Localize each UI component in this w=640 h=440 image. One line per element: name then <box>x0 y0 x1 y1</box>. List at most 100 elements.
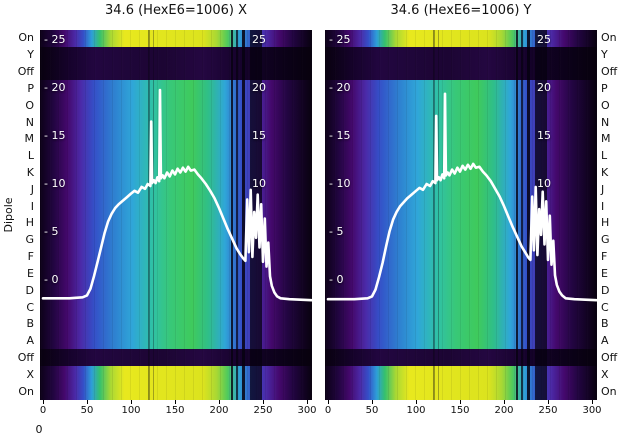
y-tick-label-left: - 10 <box>329 177 351 190</box>
x-tick-label: 250 <box>253 405 273 416</box>
y-tick-label-left: - 15 <box>44 129 66 142</box>
row-label-right-off: Off <box>601 350 618 364</box>
y-tick-layer: - 25 - 20 - 15 - 10 - 5 - 0 25 20 15 10 <box>40 30 312 400</box>
row-label-right-n: N <box>601 115 610 129</box>
x-tick-label: 200 <box>209 405 229 416</box>
y-tick-label-right: 20 <box>252 81 266 94</box>
row-label-left-a: A <box>26 334 34 348</box>
x-tick-mark <box>415 400 417 404</box>
x-tick-label: 100 <box>121 405 141 416</box>
heatmap-panel-x: - 25 - 20 - 15 - 10 - 5 - 0 25 20 15 10 <box>40 30 312 400</box>
x-tick-mark <box>459 400 461 404</box>
x-tick-label: 0 <box>324 405 332 416</box>
row-label-right-a: A <box>601 334 609 348</box>
y-tick-label-left: - 0 <box>44 273 59 286</box>
row-label-right-d: D <box>601 283 610 297</box>
y-tick-label-right: 25 <box>252 33 266 46</box>
y-tick-label-right: 10 <box>252 177 266 190</box>
row-label-right-h: H <box>601 216 610 230</box>
x-tick-label: 0 <box>39 405 47 416</box>
row-label-left-n: N <box>25 115 34 129</box>
row-label-left-h: H <box>25 216 34 230</box>
vertical-stripes <box>40 30 312 400</box>
row-label-right-f: F <box>601 250 608 264</box>
x-axis-panel-x: 0 50 100 150 200 250 300 <box>40 400 317 422</box>
row-label-left-b: B <box>26 317 34 331</box>
panel-y-title: 34.6 (HexE6=1006) Y <box>390 3 532 18</box>
overlay-curve-y <box>326 92 597 302</box>
row-label-left-off: Off <box>17 350 34 364</box>
x-tick-mark <box>503 400 505 404</box>
x-tick-mark <box>371 400 373 404</box>
row-label-right-o: O <box>601 98 610 112</box>
row-label-right-on: On <box>601 384 617 398</box>
row-label-left-y: Y <box>27 48 34 62</box>
y-tick-layer: - 25 - 20 - 15 - 10 - 5 - 0 25 20 15 10 <box>325 30 597 400</box>
row-label-left-m: M <box>24 132 35 146</box>
row-label-left-i: I <box>30 199 34 213</box>
row-label-right-on: On <box>601 31 617 45</box>
x-tick-mark <box>42 400 44 404</box>
y-tick-label-right: 15 <box>537 129 551 142</box>
y-tick-label-left: - 20 <box>329 81 351 94</box>
row-label-left-p: P <box>27 81 34 95</box>
x-tick-mark <box>130 400 132 404</box>
x-tick-label: 300 <box>297 405 317 416</box>
overlay-curve-x <box>41 88 312 302</box>
row-label-left-d: D <box>25 283 34 297</box>
row-label-right-p: P <box>601 81 608 95</box>
row-label-left-g: G <box>25 233 34 247</box>
x-tick-label: 200 <box>494 405 514 416</box>
row-label-right-m: M <box>601 132 611 146</box>
vertical-stripes <box>325 30 597 400</box>
row-label-left-off: Off <box>17 65 34 79</box>
y-tick-label-left: - 0 <box>329 273 344 286</box>
row-label-left-c: C <box>26 300 34 314</box>
x-tick-label: 150 <box>165 405 185 416</box>
y-tick-label-right: 20 <box>537 81 551 94</box>
beam-profile-line <box>41 88 312 302</box>
beam-profile-line <box>326 92 597 302</box>
y-tick-label-right: 25 <box>537 33 551 46</box>
row-label-left-on: On <box>18 31 34 45</box>
row-label-left-l: L <box>27 149 34 163</box>
x-tick-label: 50 <box>365 405 379 416</box>
row-label-left-j: J <box>30 182 34 196</box>
heatmap-panel-y: - 25 - 20 - 15 - 10 - 5 - 0 25 20 15 10 <box>325 30 597 400</box>
y-tick-label-left: - 25 <box>44 33 66 46</box>
row-label-right-c: C <box>601 300 609 314</box>
y-tick-label-left: - 15 <box>329 129 351 142</box>
row-label-left-on: On <box>18 384 34 398</box>
x-tick-label: 300 <box>582 405 602 416</box>
row-label-right-off: Off <box>601 65 618 79</box>
y-tick-label-right: 15 <box>252 129 266 142</box>
x-tick-mark <box>591 400 593 404</box>
x-tick-mark <box>86 400 88 404</box>
row-label-left-f: F <box>27 250 34 264</box>
row-label-left-e: E <box>27 266 34 280</box>
row-label-right-x: X <box>601 367 609 381</box>
x-tick-mark <box>218 400 220 404</box>
row-label-left-k: K <box>26 165 34 179</box>
x-tick-mark <box>262 400 264 404</box>
row-label-right-y: Y <box>601 48 608 62</box>
x-tick-mark <box>174 400 176 404</box>
row-label-left-x: X <box>26 367 34 381</box>
x-tick-mark <box>306 400 308 404</box>
x-tick-label: 150 <box>450 405 470 416</box>
row-label-right-l: L <box>601 149 608 163</box>
row-label-right-e: E <box>601 266 608 280</box>
x-tick-mark <box>547 400 549 404</box>
y-tick-label-left: - 5 <box>44 225 59 238</box>
panel-x-title: 34.6 (HexE6=1006) X <box>105 3 247 18</box>
row-label-right-b: B <box>601 317 609 331</box>
y-tick-label-right: 10 <box>537 177 551 190</box>
x-axis-panel-y: 0 50 100 150 200 250 300 <box>325 400 602 422</box>
y-tick-label-left: - 5 <box>329 225 344 238</box>
row-label-right-j: J <box>601 182 605 196</box>
y-tick-label-left: - 10 <box>44 177 66 190</box>
x-tick-label: 50 <box>80 405 94 416</box>
x-tick-mark <box>327 400 329 404</box>
y-tick-label-left: - 20 <box>44 81 66 94</box>
